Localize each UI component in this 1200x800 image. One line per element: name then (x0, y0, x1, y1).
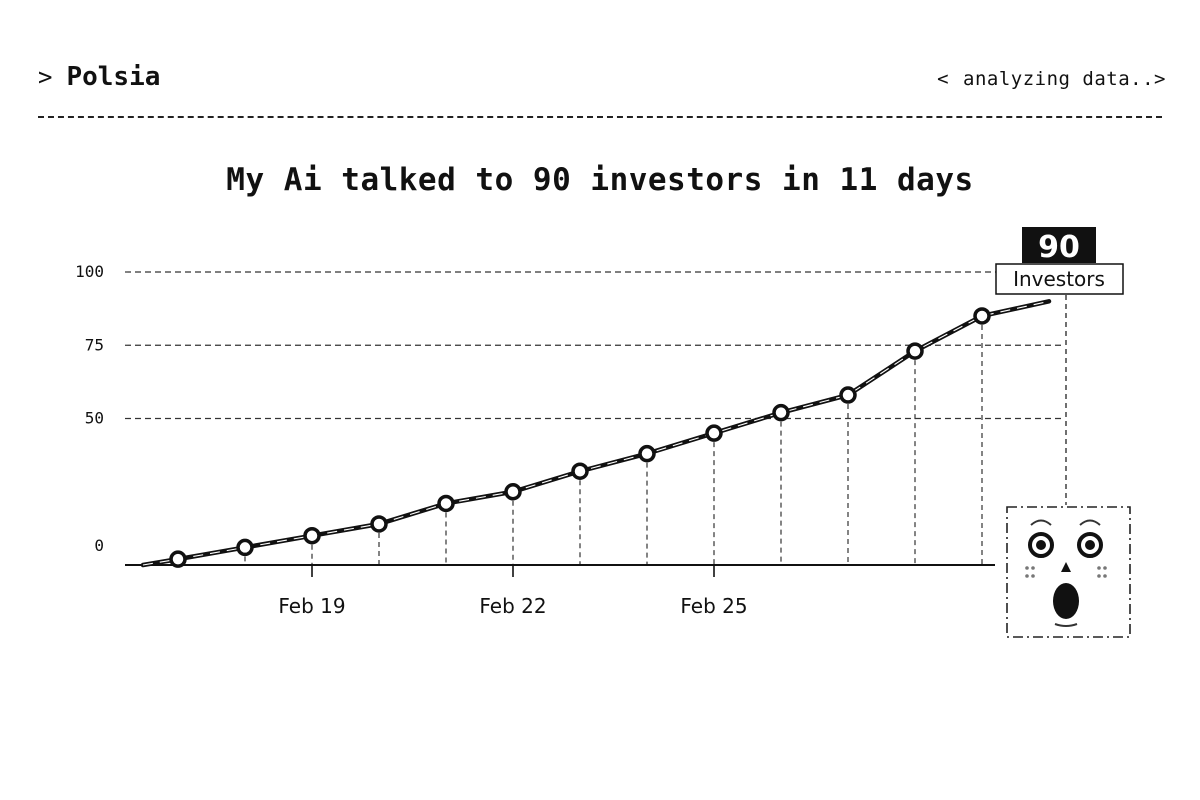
series-points (169, 307, 991, 568)
data-point (906, 342, 924, 360)
callout-badge: 90 Investors (995, 227, 1124, 505)
status-indicator: < analyzing data.. > (937, 68, 1166, 90)
y-axis-ticks: 0 50 75 100 (75, 262, 104, 555)
y-tick-label: 75 (85, 335, 104, 354)
surprised-face-icon (1006, 506, 1131, 638)
status-text: analyzing data.. (963, 68, 1155, 90)
data-point (303, 526, 321, 545)
data-point (236, 538, 254, 557)
data-point (169, 550, 187, 568)
x-tick-label: Feb 19 (278, 594, 345, 618)
data-point (370, 515, 388, 533)
header-brand: > Polsia (38, 62, 160, 92)
series-line-highlight (142, 300, 1050, 566)
data-point (638, 444, 656, 463)
x-tick-label: Feb 22 (479, 594, 546, 618)
x-axis-ticks: Feb 19 Feb 22 Feb 25 (278, 565, 748, 618)
chart-title: My Ai talked to 90 investors in 11 days (226, 162, 974, 198)
drop-lines (244, 315, 983, 565)
callout-label: Investors (1013, 267, 1105, 291)
callout-value-box (1022, 227, 1096, 263)
data-point (437, 494, 455, 513)
status-close-bracket: > (1154, 68, 1166, 90)
data-point (504, 483, 522, 501)
x-tick-label: Feb 25 (680, 594, 747, 618)
prompt-glyph: > (38, 63, 53, 91)
data-point (571, 462, 589, 480)
y-tick-label: 50 (85, 409, 104, 428)
brand-name: Polsia (66, 62, 161, 92)
callout-value: 90 (1038, 230, 1080, 265)
callout-label-box (995, 263, 1124, 295)
data-point (973, 307, 991, 325)
y-tick-label: 0 (94, 536, 104, 555)
data-point (772, 403, 790, 422)
series-line-path (140, 299, 1052, 568)
series-line (140, 299, 1052, 568)
data-point (705, 424, 723, 442)
y-tick-label: 100 (75, 262, 104, 281)
grid-layer (125, 271, 1062, 420)
status-open-bracket: < (937, 68, 950, 90)
data-point (839, 386, 857, 404)
header-divider (38, 116, 1162, 118)
